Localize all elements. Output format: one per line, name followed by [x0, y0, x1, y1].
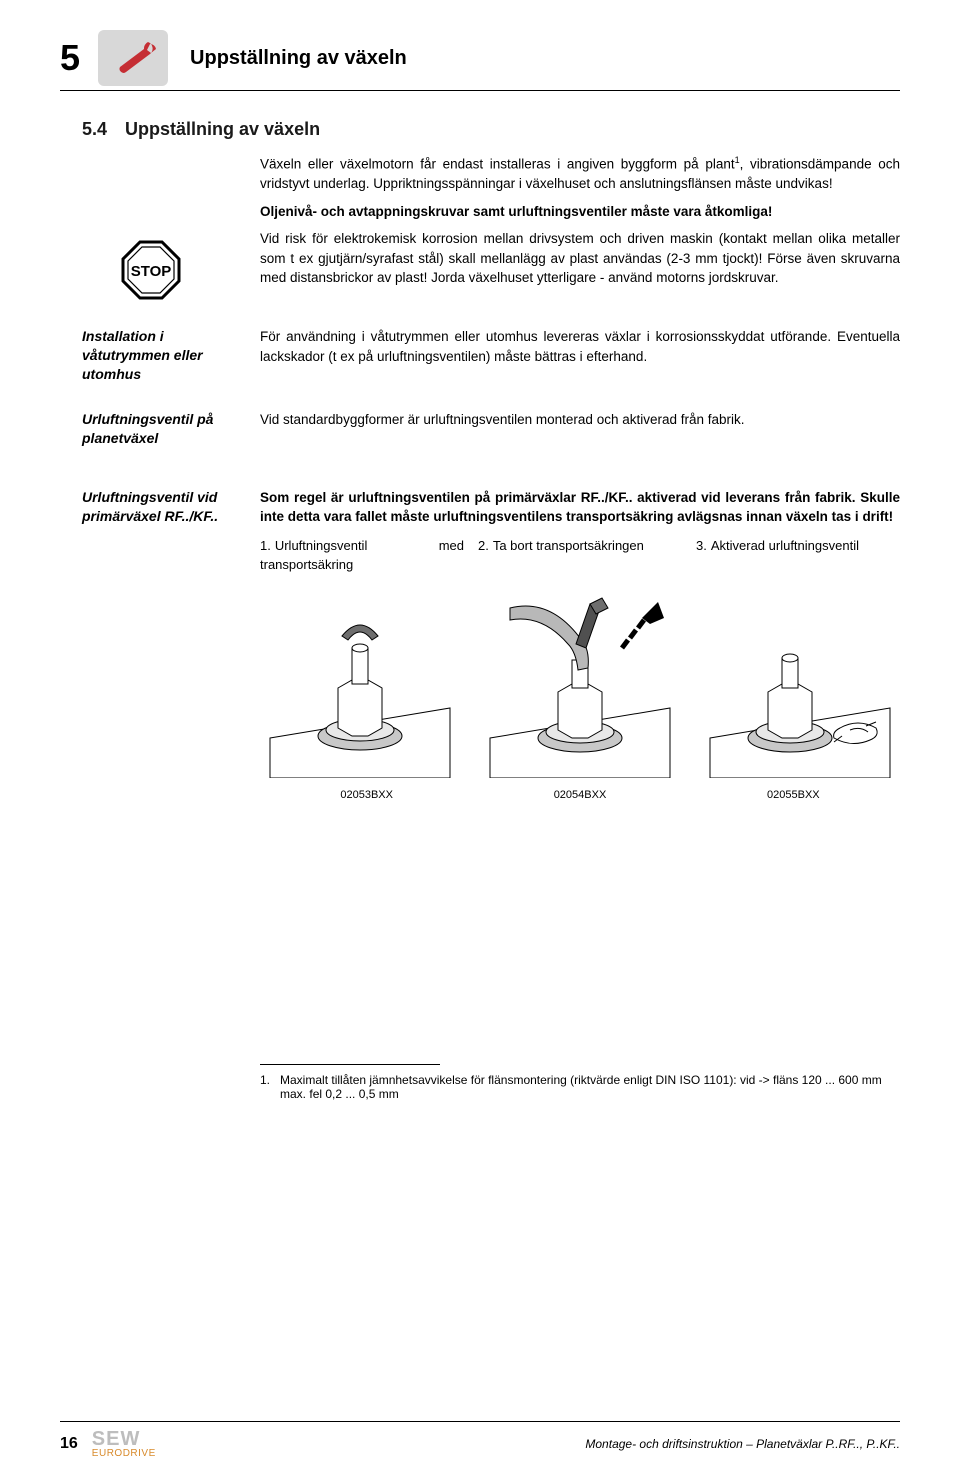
side-label-planetvaxel: Urluftningsventil på planetväxel — [60, 410, 260, 448]
fig-code-b: 02054BXX — [473, 788, 686, 804]
step-2: 2.Ta bort transportsäkringen — [478, 537, 682, 575]
figure-2 — [480, 588, 680, 778]
section-number: 5.4 — [82, 119, 107, 139]
side-label-installation: Installation i våtutrymmen eller utomhus — [60, 327, 260, 384]
fig-code-c: 02055BXX — [687, 788, 900, 804]
chapter-number: 5 — [60, 37, 80, 79]
step-3: 3.Aktiverad urluftningsventil — [696, 537, 900, 575]
footer-doc-title: Montage- och driftsinstruktion – Planetv… — [585, 1437, 900, 1451]
footnote: 1. Maximalt tillåten jämnhetsavvikelse f… — [260, 1073, 900, 1101]
footnote-separator — [260, 1064, 440, 1065]
stop-block: STOP Vid risk för elektrokemisk korrosio… — [60, 229, 900, 301]
side-label-primarvaxel: Urluftningsventil vid primärväxel RF../K… — [60, 488, 260, 805]
header-title: Uppställning av växeln — [190, 47, 407, 70]
figure-codes: 02053BXX 02054BXX 02055BXX — [260, 788, 900, 804]
sub3-paragraph: Som regel är urluftningsventilen på prim… — [260, 488, 900, 527]
page-number: 16 — [60, 1435, 78, 1453]
section-heading: 5.4 Uppställning av växeln — [82, 119, 900, 140]
subsection-planetvaxel: Urluftningsventil på planetväxel Vid sta… — [60, 410, 900, 448]
steps-row: 1.Urluftningsventil med transportsäkring… — [260, 537, 900, 575]
footnote-number: 1. — [260, 1073, 270, 1101]
wrench-icon — [98, 30, 168, 86]
stop-icon: STOP — [120, 239, 182, 301]
step-1: 1.Urluftningsventil med transportsäkring — [260, 537, 464, 575]
subsection-primarvaxel: Urluftningsventil vid primärväxel RF../K… — [60, 488, 900, 805]
fig-code-a: 02053BXX — [260, 788, 473, 804]
sub-content-installation: För användning i våtutrymmen eller utomh… — [260, 327, 900, 384]
figure-1 — [260, 588, 460, 778]
intro-paragraph-1: Växeln eller växelmotorn får endast inst… — [260, 154, 900, 194]
footnote-text: Maximalt tillåten jämnhetsavvikelse för … — [280, 1073, 900, 1101]
intro-block: Växeln eller växelmotorn får endast inst… — [260, 154, 900, 221]
sub-content-planetvaxel: Vid standardbyggformer är urluftningsven… — [260, 410, 900, 448]
stop-text: Vid risk för elektrokemisk korrosion mel… — [260, 229, 900, 288]
page-footer: 16 SEW EURODRIVE Montage- och driftsinst… — [60, 1421, 900, 1459]
stop-label: STOP — [131, 263, 172, 280]
subsection-installation: Installation i våtutrymmen eller utomhus… — [60, 327, 900, 384]
section-title: Uppställning av växeln — [125, 119, 320, 139]
intro-paragraph-2: Oljenivå- och avtappningskruvar samt url… — [260, 202, 900, 222]
footer-logo: SEW EURODRIVE — [92, 1428, 156, 1459]
page-header: 5 Uppställning av växeln — [60, 30, 900, 91]
figures-row — [260, 588, 900, 778]
figure-3 — [700, 588, 900, 778]
